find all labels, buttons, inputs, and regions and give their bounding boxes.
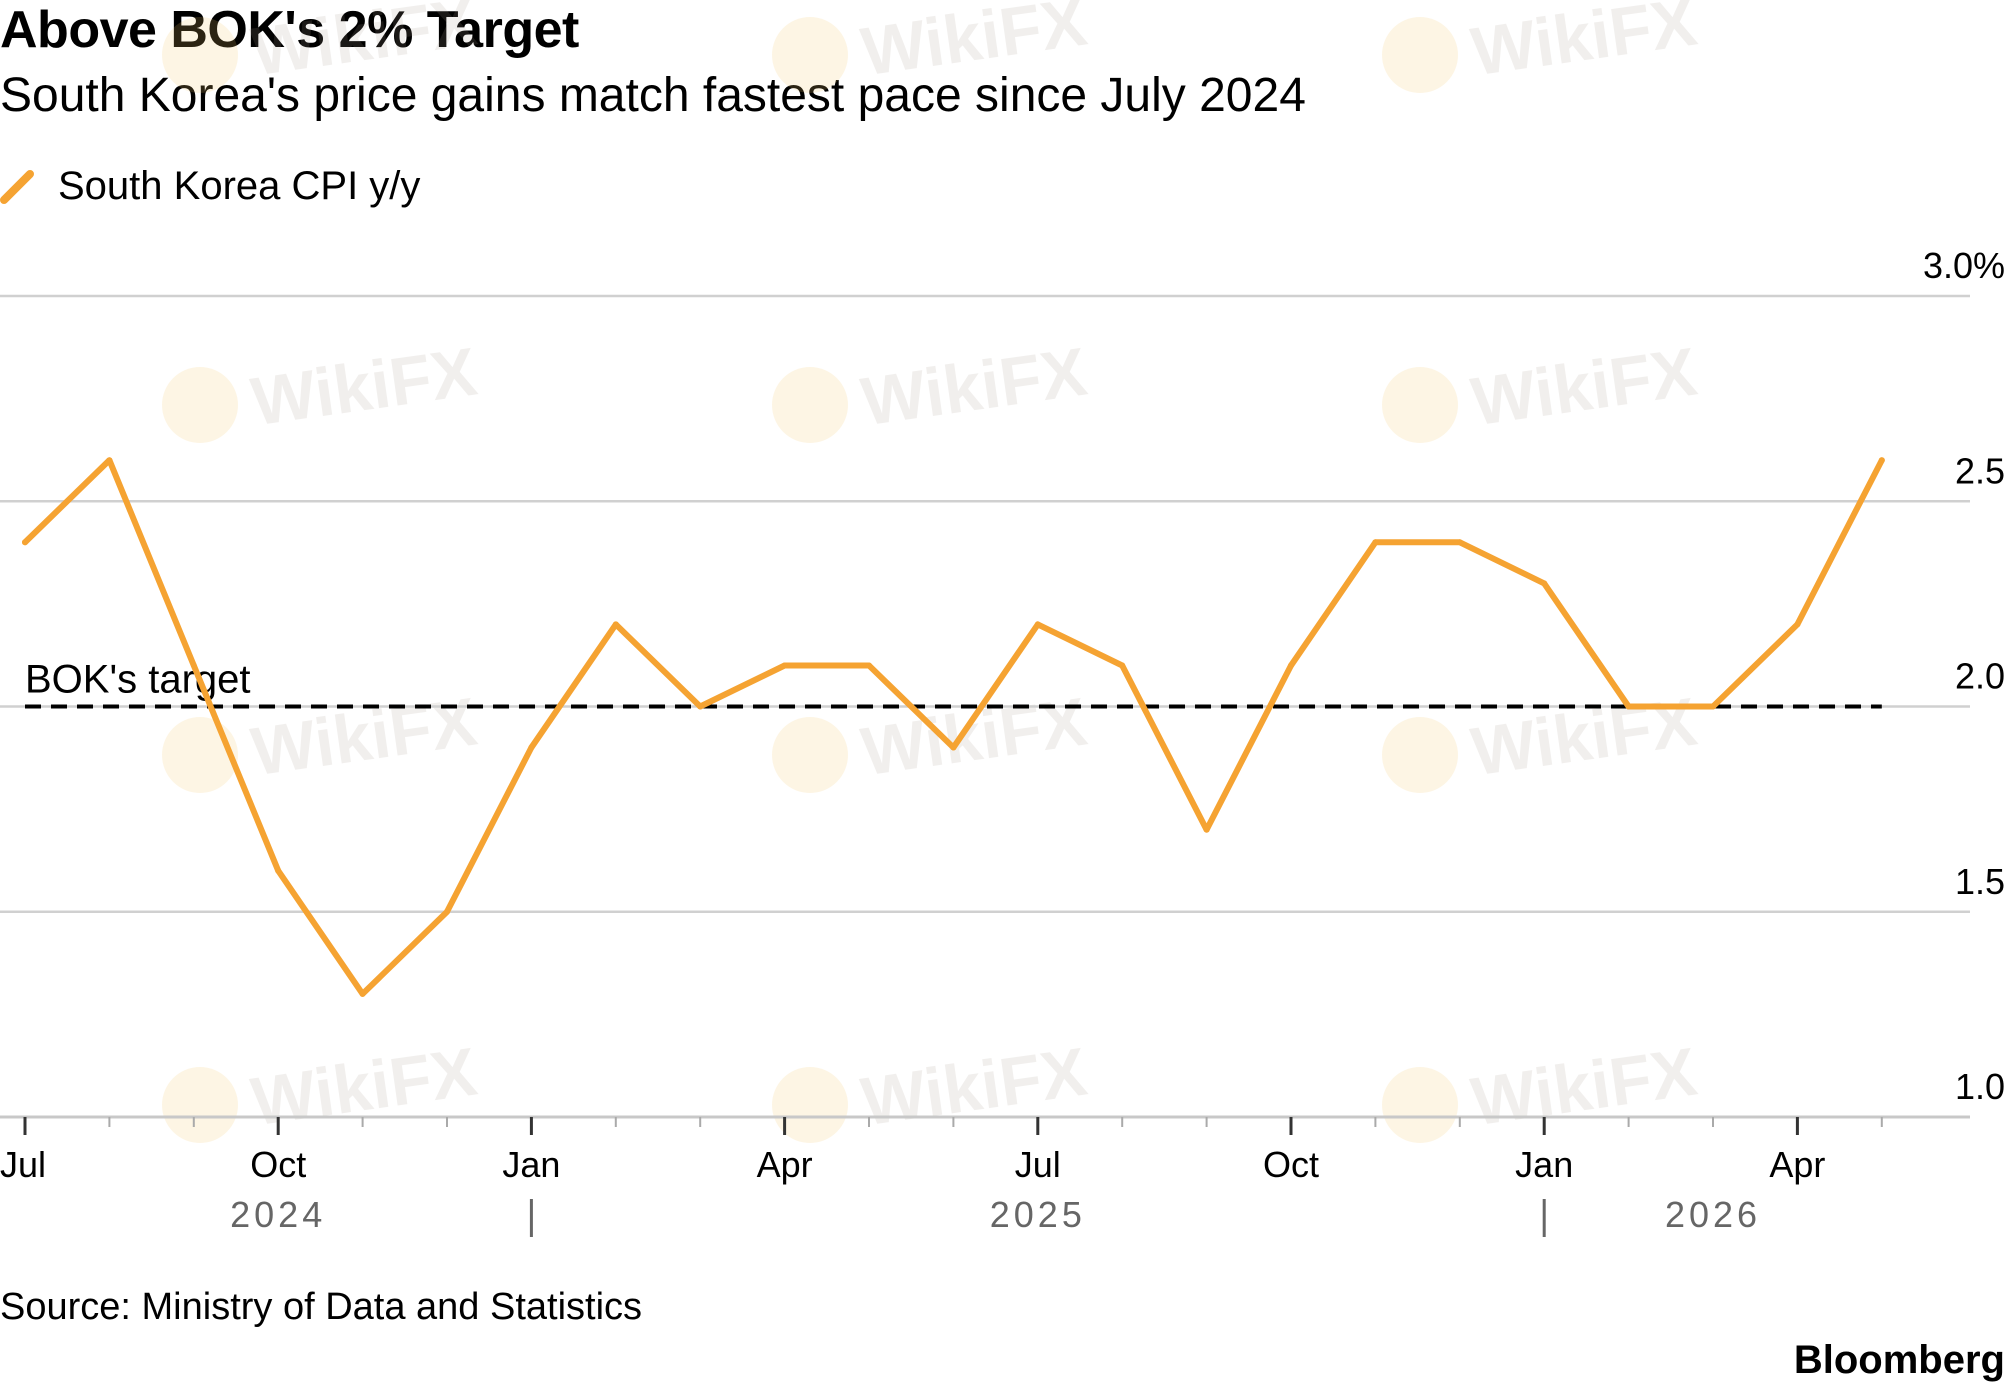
watermark-text: WikiFX: [247, 334, 481, 441]
legend: South Korea CPI y/y: [0, 160, 420, 212]
x-tick-label: Apr: [757, 1144, 813, 1185]
x-tick-label: Oct: [250, 1144, 306, 1185]
cpi-data-point: [612, 621, 619, 628]
bloomberg-logo: Bloomberg: [1793, 1338, 2005, 1382]
watermark-icon: [1382, 367, 1458, 443]
watermark-icon: [162, 17, 238, 93]
watermark-text: WikiFX: [857, 1034, 1091, 1141]
cpi-data-point: [1372, 539, 1379, 546]
y-tick-label: 3.0%: [1923, 245, 2005, 286]
cpi-data-point: [1456, 539, 1463, 546]
legend-label: South Korea CPI y/y: [58, 163, 421, 208]
cpi-data-point: [697, 703, 704, 710]
watermark-icon: [1382, 717, 1458, 793]
watermark-icon: [772, 367, 848, 443]
cpi-data-point: [1119, 662, 1126, 669]
cpi-data-point: [359, 990, 366, 997]
x-tick-label: Jan: [1515, 1144, 1573, 1185]
x-tick-label: Oct: [1263, 1144, 1319, 1185]
watermark-text: WikiFX: [247, 684, 481, 791]
cpi-data-point: [1878, 457, 1885, 464]
y-tick-label: 2.0: [1955, 656, 2005, 697]
cpi-data-point: [528, 744, 535, 751]
watermark-text: WikiFX: [1467, 0, 1701, 90]
y-tick-label: 1.0: [1955, 1066, 2005, 1107]
chart-title: Above BOK's 2% Target: [0, 1, 579, 59]
cpi-data-point: [1034, 621, 1041, 628]
watermark-icon: [1382, 17, 1458, 93]
x-tick-label: Apr: [1769, 1144, 1825, 1185]
watermark-text: WikiFX: [857, 684, 1091, 791]
cpi-data-point: [1710, 703, 1716, 710]
cpi-data-point: [1625, 703, 1632, 710]
x-tick-label: Jul: [1015, 1144, 1061, 1185]
source-note: Source: Ministry of Data and Statistics: [0, 1286, 643, 1328]
cpi-data-point: [275, 867, 282, 874]
watermark-text: WikiFX: [1467, 684, 1701, 791]
cpi-data-point: [1794, 621, 1801, 628]
x-tick-label: Jan: [502, 1144, 560, 1185]
y-tick-label: 1.5: [1955, 861, 2005, 902]
year-label: 2026: [1665, 1194, 1761, 1235]
cpi-data-point: [22, 539, 28, 546]
chart-subtitle: South Korea's price gains match fastest …: [0, 69, 1306, 122]
watermark-text: WikiFX: [1467, 334, 1701, 441]
year-label: 2024: [230, 1194, 326, 1235]
cpi-data-point: [1203, 826, 1210, 833]
watermark-text: WikiFX: [857, 334, 1091, 441]
watermark-icon: [162, 367, 238, 443]
watermark-text: WikiFX: [247, 0, 481, 90]
watermark-text: WikiFX: [1467, 1034, 1701, 1141]
watermark-icon: [772, 17, 848, 93]
cpi-data-point: [866, 662, 872, 669]
watermark-text: WikiFX: [857, 0, 1091, 90]
y-tick-label: 2.5: [1955, 450, 2005, 491]
cpi-data-point: [1541, 580, 1548, 587]
watermark-icon: [772, 717, 848, 793]
cpi-data-point: [444, 908, 450, 915]
watermark-icon: [162, 1067, 238, 1143]
watermark-icon: [1382, 1067, 1458, 1143]
cpi-data-point: [950, 744, 957, 751]
cpi-data-point: [106, 457, 113, 464]
legend-line-icon: [0, 170, 34, 204]
bok-target-label: BOK's target: [25, 658, 251, 702]
cpi-data-point: [190, 662, 197, 669]
watermark-icon: [772, 1067, 848, 1143]
watermark-icon: [162, 717, 238, 793]
cpi-data-point: [781, 662, 788, 669]
year-label: 2025: [990, 1194, 1086, 1235]
x-tick-label: Jul: [0, 1144, 46, 1185]
cpi-data-point: [1288, 662, 1294, 669]
